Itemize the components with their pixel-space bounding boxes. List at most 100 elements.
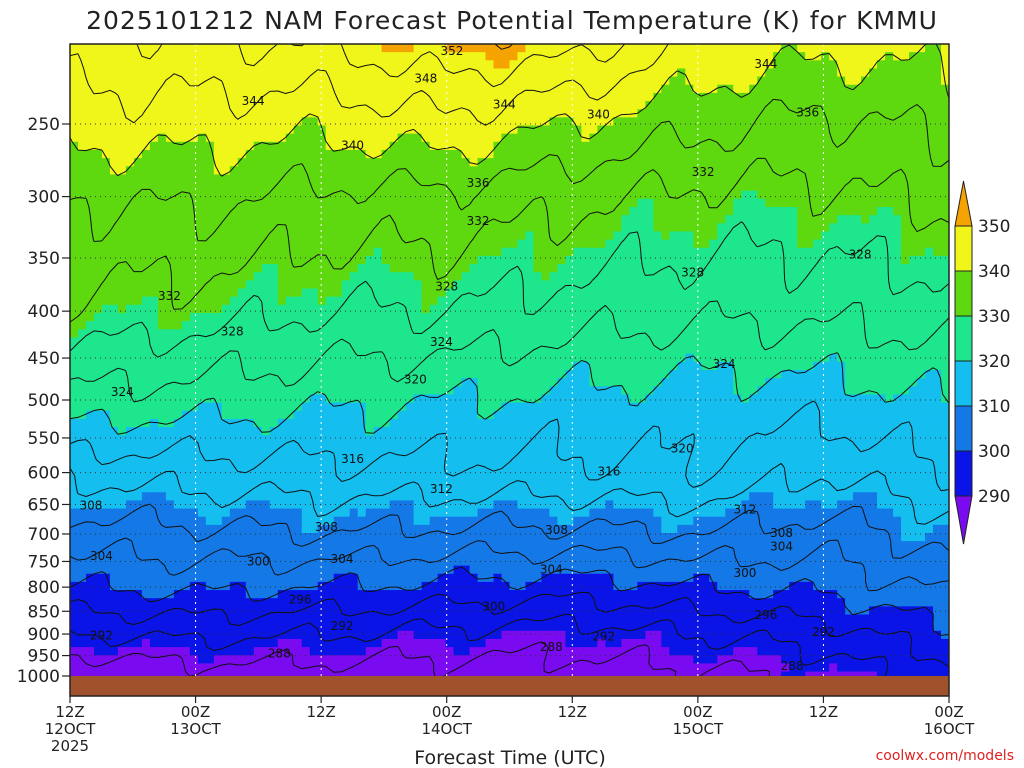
band-cell: [477, 304, 487, 314]
band-cell: [581, 231, 591, 241]
band-cell: [133, 190, 143, 200]
band-cell: [861, 272, 870, 281]
band-cell: [901, 60, 910, 70]
band-cell: [493, 182, 503, 192]
band-cell: [941, 174, 949, 184]
band-cell: [189, 84, 199, 94]
band-cell: [389, 60, 399, 70]
band-cell: [461, 84, 471, 94]
band-cell: [941, 255, 949, 265]
band-cell: [189, 117, 199, 127]
band-cell: [269, 410, 279, 420]
band-cell: [797, 60, 806, 70]
band-cell: [205, 345, 215, 355]
band-cell: [381, 44, 391, 53]
band-cell: [557, 394, 567, 404]
band-cell: [837, 101, 846, 110]
band-cell: [397, 44, 407, 53]
band-cell: [277, 76, 287, 86]
band-cell: [781, 231, 790, 241]
band-cell: [717, 174, 726, 184]
band-cell: [613, 44, 622, 53]
band-cell: [381, 166, 391, 175]
band-cell: [477, 166, 487, 175]
band-cell: [845, 166, 854, 175]
band-cell: [797, 255, 806, 265]
band-cell: [677, 345, 686, 355]
band-cell: [181, 345, 191, 355]
band-cell: [133, 76, 143, 86]
band-cell: [557, 68, 567, 78]
band-cell: [909, 370, 918, 379]
band-cell: [421, 44, 431, 53]
band-cell: [733, 60, 742, 70]
band-cell: [173, 44, 183, 53]
band-cell: [269, 76, 279, 86]
band-cell: [933, 296, 942, 306]
band-cell: [525, 247, 535, 257]
band-cell: [445, 182, 455, 192]
band-cell: [317, 149, 327, 159]
band-cell: [325, 386, 335, 396]
band-cell: [101, 264, 111, 273]
band-cell: [373, 386, 383, 396]
band-cell: [549, 101, 559, 110]
band-cell: [637, 215, 646, 224]
band-cell: [253, 370, 263, 379]
band-cell: [821, 44, 830, 53]
band-cell: [117, 84, 127, 94]
band-cell: [501, 280, 511, 290]
band-cell: [109, 76, 119, 86]
band-cell: [421, 288, 431, 298]
band-cell: [933, 337, 942, 347]
band-cell: [341, 321, 351, 330]
band-cell: [301, 247, 311, 257]
band-cell: [693, 345, 702, 355]
band-cell: [70, 329, 79, 338]
band-cell: [597, 345, 606, 355]
band-cell: [213, 190, 223, 200]
band-cell: [517, 288, 527, 298]
band-cell: [829, 44, 838, 53]
band-cell: [773, 361, 782, 371]
band-cell: [117, 321, 127, 330]
band-cell: [781, 117, 790, 127]
band-cell: [77, 312, 87, 322]
band-cell: [837, 402, 846, 412]
band-cell: [653, 378, 662, 387]
band-cell: [469, 272, 479, 281]
band-cell: [677, 394, 686, 404]
band-cell: [829, 304, 838, 314]
band-cell: [381, 125, 391, 135]
band-cell: [549, 44, 559, 53]
band-cell: [237, 52, 247, 61]
band-cell: [557, 223, 567, 233]
band-cell: [173, 296, 183, 306]
band-cell: [893, 304, 902, 314]
band-cell: [573, 158, 583, 167]
band-cell: [581, 386, 591, 396]
band-cell: [741, 68, 750, 78]
band-cell: [237, 149, 247, 159]
band-cell: [277, 280, 287, 290]
band-cell: [541, 182, 551, 192]
band-cell: [453, 76, 463, 86]
band-cell: [709, 361, 718, 371]
band-cell: [85, 174, 95, 184]
band-cell: [285, 296, 295, 306]
band-cell: [557, 312, 567, 322]
band-cell: [917, 109, 926, 118]
band-cell: [349, 304, 359, 314]
band-cell: [581, 272, 591, 281]
band-cell: [405, 264, 415, 273]
band-cell: [221, 92, 231, 102]
band-cell: [373, 133, 383, 143]
band-cell: [565, 337, 575, 347]
band-cell: [517, 304, 527, 314]
band-cell: [813, 337, 822, 347]
band-cell: [357, 158, 367, 167]
band-cell: [117, 288, 127, 298]
band-cell: [317, 304, 327, 314]
band-cell: [629, 174, 638, 184]
band-cell: [717, 215, 726, 224]
